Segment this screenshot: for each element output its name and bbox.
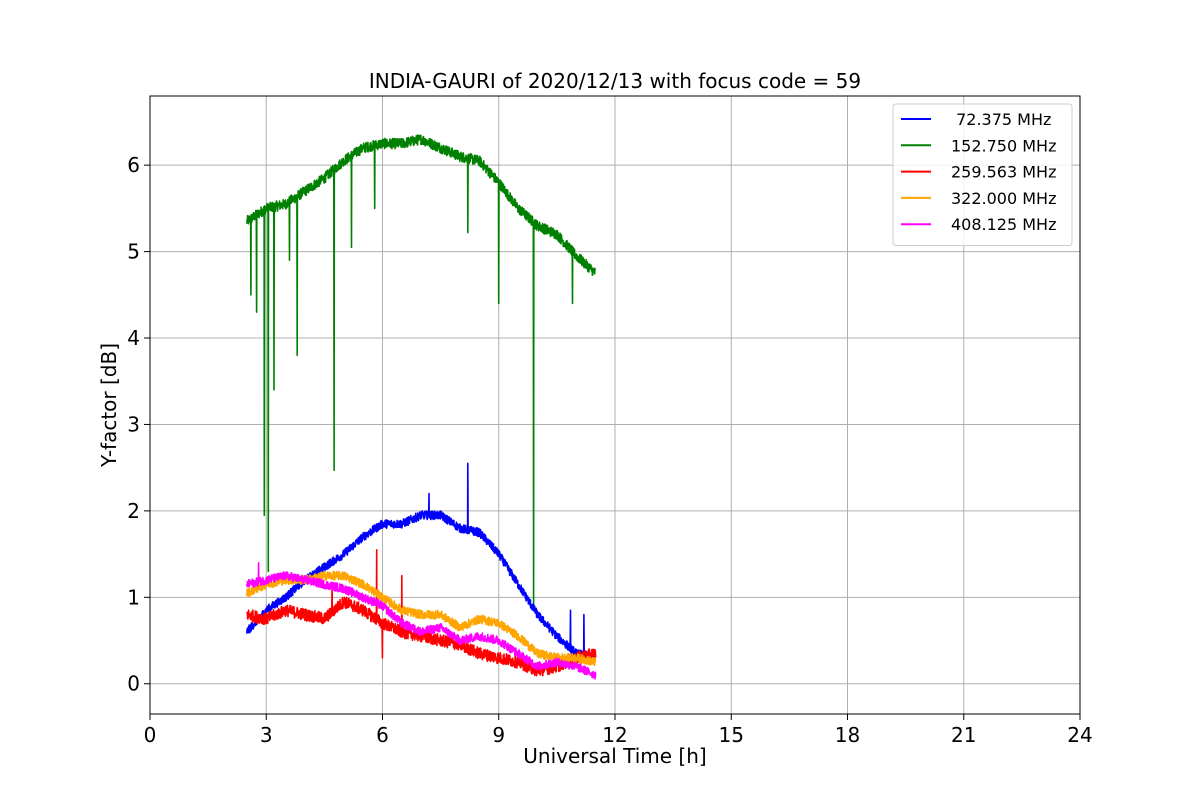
legend: 72.375 MHz 152.750 MHz 259.563 MHz 322.000 … <box>892 103 1073 246</box>
x-tick-label: 0 <box>144 723 157 747</box>
series-408_125-mhz <box>246 561 597 680</box>
chart-title: INDIA-GAURI of 2020/12/13 with focus cod… <box>369 69 861 93</box>
y-tick-label: 2 <box>127 499 140 523</box>
series-152_750-mhz <box>246 134 597 612</box>
x-tick-label: 24 <box>1067 723 1092 747</box>
x-tick-label: 6 <box>376 723 389 747</box>
x-tick-label: 15 <box>719 723 744 747</box>
y-tick-label: 5 <box>127 240 140 264</box>
y-tick-label: 0 <box>127 672 140 696</box>
legend-item: 408.125 MHz <box>901 215 1056 234</box>
y-tick-label: 1 <box>127 585 140 609</box>
x-tick-label: 3 <box>260 723 273 747</box>
x-tick-label: 18 <box>835 723 860 747</box>
legend-item: 72.375 MHz <box>901 110 1051 129</box>
x-axis-title: Universal Time [h] <box>523 744 706 768</box>
legend-box <box>892 103 1073 246</box>
x-tick-label: 9 <box>492 723 505 747</box>
x-tick-label: 21 <box>951 723 976 747</box>
legend-label: 72.375 MHz <box>951 110 1051 129</box>
x-axis-ticks: 0 3 6 9 12 15 18 21 24 <box>144 714 1093 747</box>
y-axis-title: Y-factor [dB] <box>97 343 121 468</box>
legend-label: 152.750 MHz <box>951 136 1056 155</box>
y-tick-label: 6 <box>127 153 140 177</box>
series-line <box>246 561 597 680</box>
x-tick-label: 12 <box>602 723 627 747</box>
legend-item: 152.750 MHz <box>901 136 1056 155</box>
series-line <box>246 134 597 612</box>
legend-item: 259.563 MHz <box>901 163 1056 182</box>
legend-label: 259.563 MHz <box>951 163 1056 182</box>
legend-label: 408.125 MHz <box>951 215 1056 234</box>
legend-label: 322.000 MHz <box>951 189 1056 208</box>
legend-item: 322.000 MHz <box>901 189 1056 208</box>
y-axis-ticks: 0 1 2 3 4 5 6 <box>127 153 150 696</box>
series-layer <box>246 134 597 680</box>
y-tick-label: 4 <box>127 326 140 350</box>
y-tick-label: 3 <box>127 412 140 436</box>
